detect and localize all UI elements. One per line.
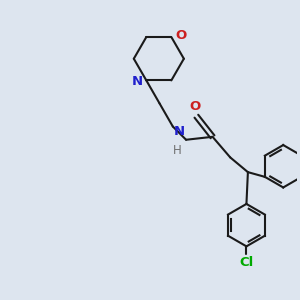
- Text: N: N: [132, 75, 143, 88]
- Text: N: N: [173, 125, 184, 138]
- Text: O: O: [176, 29, 187, 42]
- Text: O: O: [189, 100, 200, 113]
- Text: H: H: [173, 144, 182, 157]
- Text: Cl: Cl: [239, 256, 254, 269]
